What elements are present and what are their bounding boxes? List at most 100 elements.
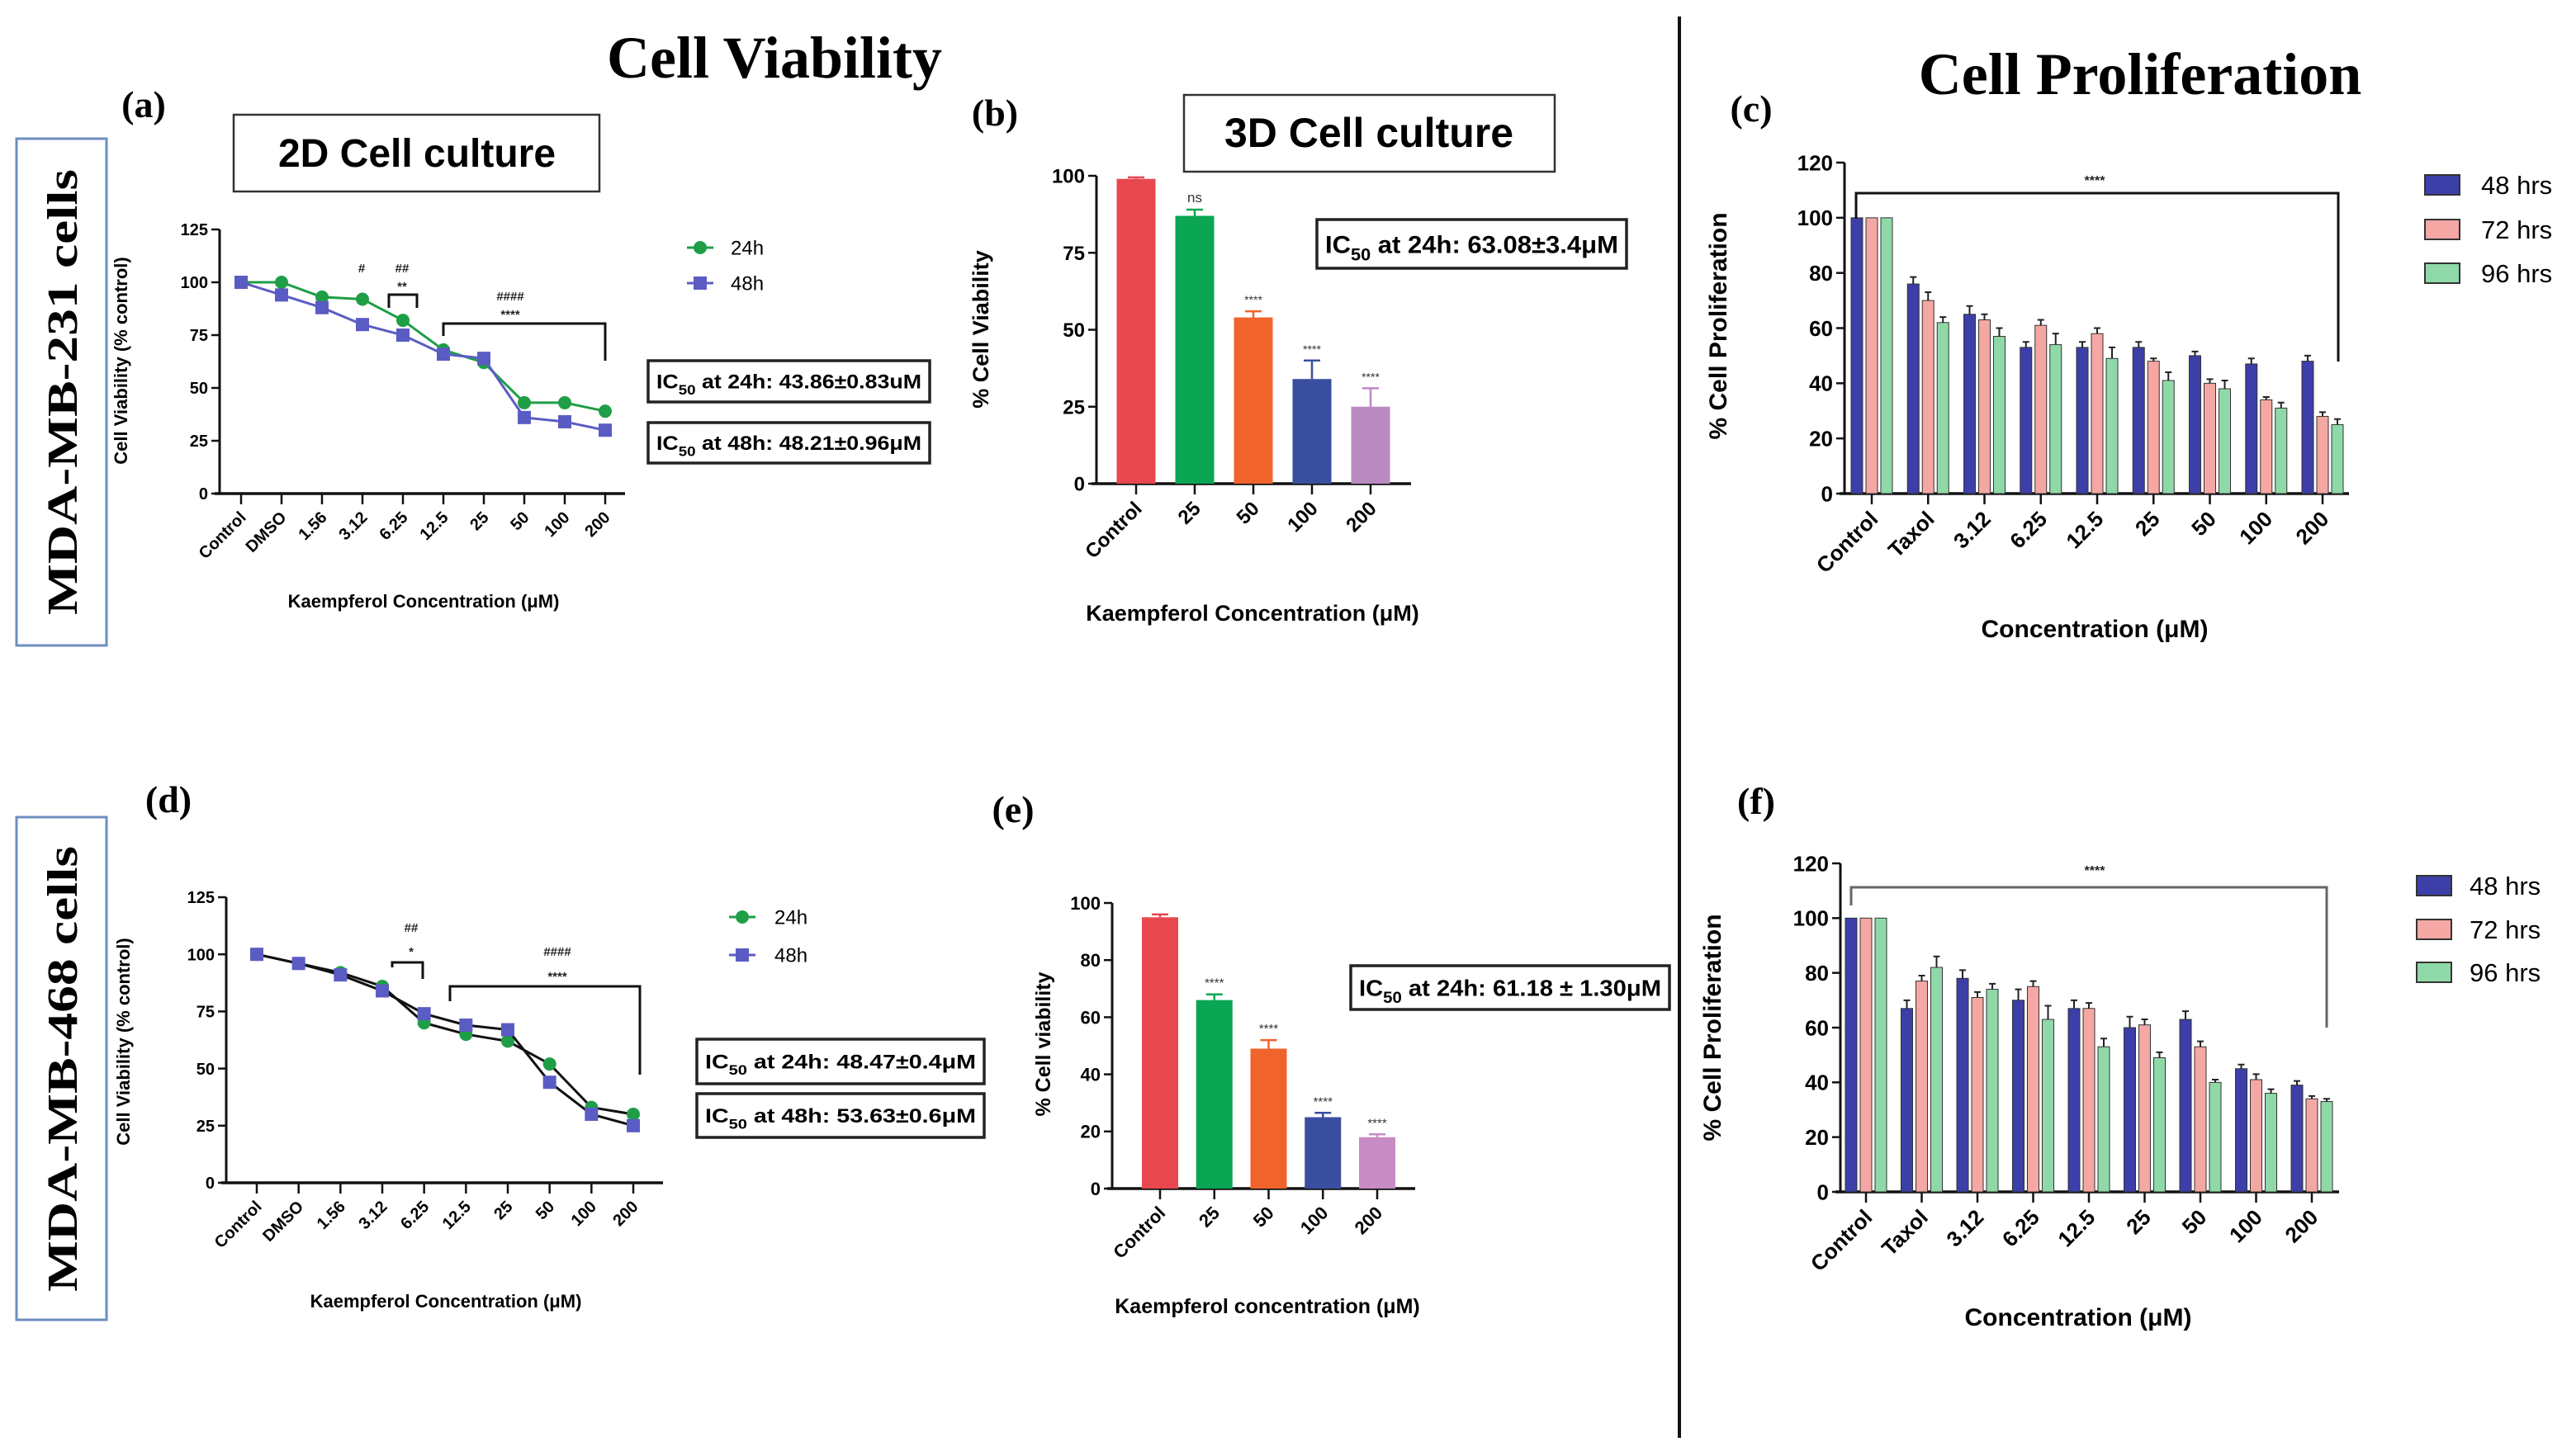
y-tick-label: 0	[1821, 481, 1833, 506]
x-tick-label: 100	[2234, 506, 2277, 549]
bar	[1351, 406, 1390, 484]
error-bar	[2150, 357, 2157, 362]
y-tick-label: 75	[1063, 243, 1085, 265]
bar	[2235, 1068, 2247, 1193]
legend-swatch	[2416, 962, 2452, 983]
x-axis-title: Kaempferol Concentration (μM)	[288, 591, 560, 612]
y-axis-title: % Cell viability	[1032, 971, 1055, 1116]
label-3d-culture-text: 3D Cell culture	[1224, 110, 1513, 156]
data-point	[477, 352, 490, 366]
bar	[1936, 322, 1949, 494]
error-bar	[1205, 993, 1223, 1000]
significance-label: ##	[405, 921, 419, 935]
x-tick-label: 50	[2177, 1204, 2212, 1239]
bar	[2290, 1085, 2304, 1193]
bar	[2082, 1008, 2096, 1193]
x-tick-label: 6.25	[1997, 1204, 2044, 1251]
x-tick-label: 100	[1283, 498, 1322, 537]
x-tick-label: 6.25	[376, 508, 411, 544]
y-tick-label: 100	[187, 946, 215, 964]
x-tick-label: 100	[568, 1198, 600, 1230]
error-bar	[2022, 341, 2029, 347]
error-bar	[1186, 208, 1203, 216]
data-point	[627, 1107, 640, 1121]
legend-label: 24h	[731, 238, 764, 260]
bar	[1956, 977, 1969, 1193]
legend-label: 48h	[774, 945, 807, 967]
error-bar	[1959, 969, 1966, 979]
bar	[2179, 1019, 2192, 1193]
error-bar	[1903, 999, 1911, 1009]
data-point	[356, 318, 369, 332]
error-bar	[2094, 327, 2100, 334]
error-bar	[2052, 333, 2059, 345]
series-48h	[250, 948, 640, 1132]
ic50-prefix: IC	[656, 371, 679, 394]
legend-label: 96 hrs	[2481, 259, 2552, 288]
data-point	[585, 1107, 599, 1121]
y-tick-label: 100	[1052, 166, 1085, 188]
x-tick-label: 100	[2224, 1204, 2267, 1247]
y-tick-label: 25	[190, 433, 208, 451]
legend-marker	[694, 277, 707, 290]
x-tick-label: 6.25	[397, 1198, 433, 1233]
x-tick-label: 3.12	[1949, 506, 1996, 553]
bar	[1142, 917, 1178, 1189]
x-tick-label: 50	[507, 508, 533, 534]
series-48-hrs	[1845, 917, 2304, 1193]
bar	[2316, 415, 2329, 494]
error-bar	[2309, 1094, 2315, 1099]
y-tick-label: 0	[206, 1175, 215, 1193]
y-tick-label: 0	[1091, 1179, 1101, 1199]
data-point	[437, 347, 450, 362]
bar	[1993, 336, 2006, 494]
y-tick-label: 60	[1081, 1007, 1101, 1028]
significance-label: ****	[1205, 976, 1224, 990]
x-tick-label: 3.12	[335, 508, 371, 544]
data-point	[558, 414, 571, 428]
x-tick-label: 200	[2290, 506, 2333, 549]
legend-swatch	[2416, 919, 2452, 940]
x-tick-label: 25	[1195, 1203, 1224, 1231]
panel-label: (a)	[121, 83, 166, 125]
error-bar	[2294, 1080, 2300, 1085]
error-bar	[2086, 1002, 2092, 1009]
legend-label: 48h	[731, 273, 764, 295]
error-bar	[1910, 276, 1917, 285]
bar	[1865, 217, 1878, 494]
bar	[1234, 317, 1273, 484]
bar	[1921, 300, 1935, 494]
bar	[2194, 1046, 2207, 1193]
y-tick-label: 100	[1793, 906, 1829, 931]
bar	[2153, 1057, 2166, 1193]
bar	[2105, 357, 2119, 494]
x-tick-label: DMSO	[243, 508, 291, 556]
error-bar	[2182, 1010, 2189, 1020]
bar	[2049, 344, 2062, 494]
error-bar	[2191, 350, 2199, 356]
title-cell-proliferation: Cell Proliferation	[1919, 41, 2362, 107]
y-tick-label: 0	[1074, 474, 1085, 496]
significance-bracket	[1854, 191, 2340, 362]
bar	[2138, 1024, 2151, 1193]
significance-bracket	[391, 961, 424, 979]
bar	[2265, 1093, 2277, 1193]
bar	[2027, 986, 2039, 1193]
bar	[1874, 917, 1887, 1193]
bar	[2034, 324, 2048, 494]
bar	[2132, 347, 2145, 494]
x-tick-label: 25	[1174, 498, 1205, 529]
panel-label: (e)	[992, 788, 1034, 830]
error-bar	[1939, 316, 1947, 323]
error-bar	[2247, 357, 2255, 364]
bar	[2245, 363, 2258, 494]
data-point	[291, 957, 305, 971]
panel-label: (f)	[1737, 780, 1775, 822]
panel-label: (b)	[972, 92, 1018, 134]
legend-marker	[736, 910, 749, 924]
bar	[2189, 355, 2201, 494]
error-bar	[2252, 1073, 2260, 1080]
x-tick-label: Taxol	[1883, 506, 1939, 562]
y-tick-label: 80	[1805, 961, 1829, 986]
y-tick-label: 80	[1081, 950, 1101, 971]
